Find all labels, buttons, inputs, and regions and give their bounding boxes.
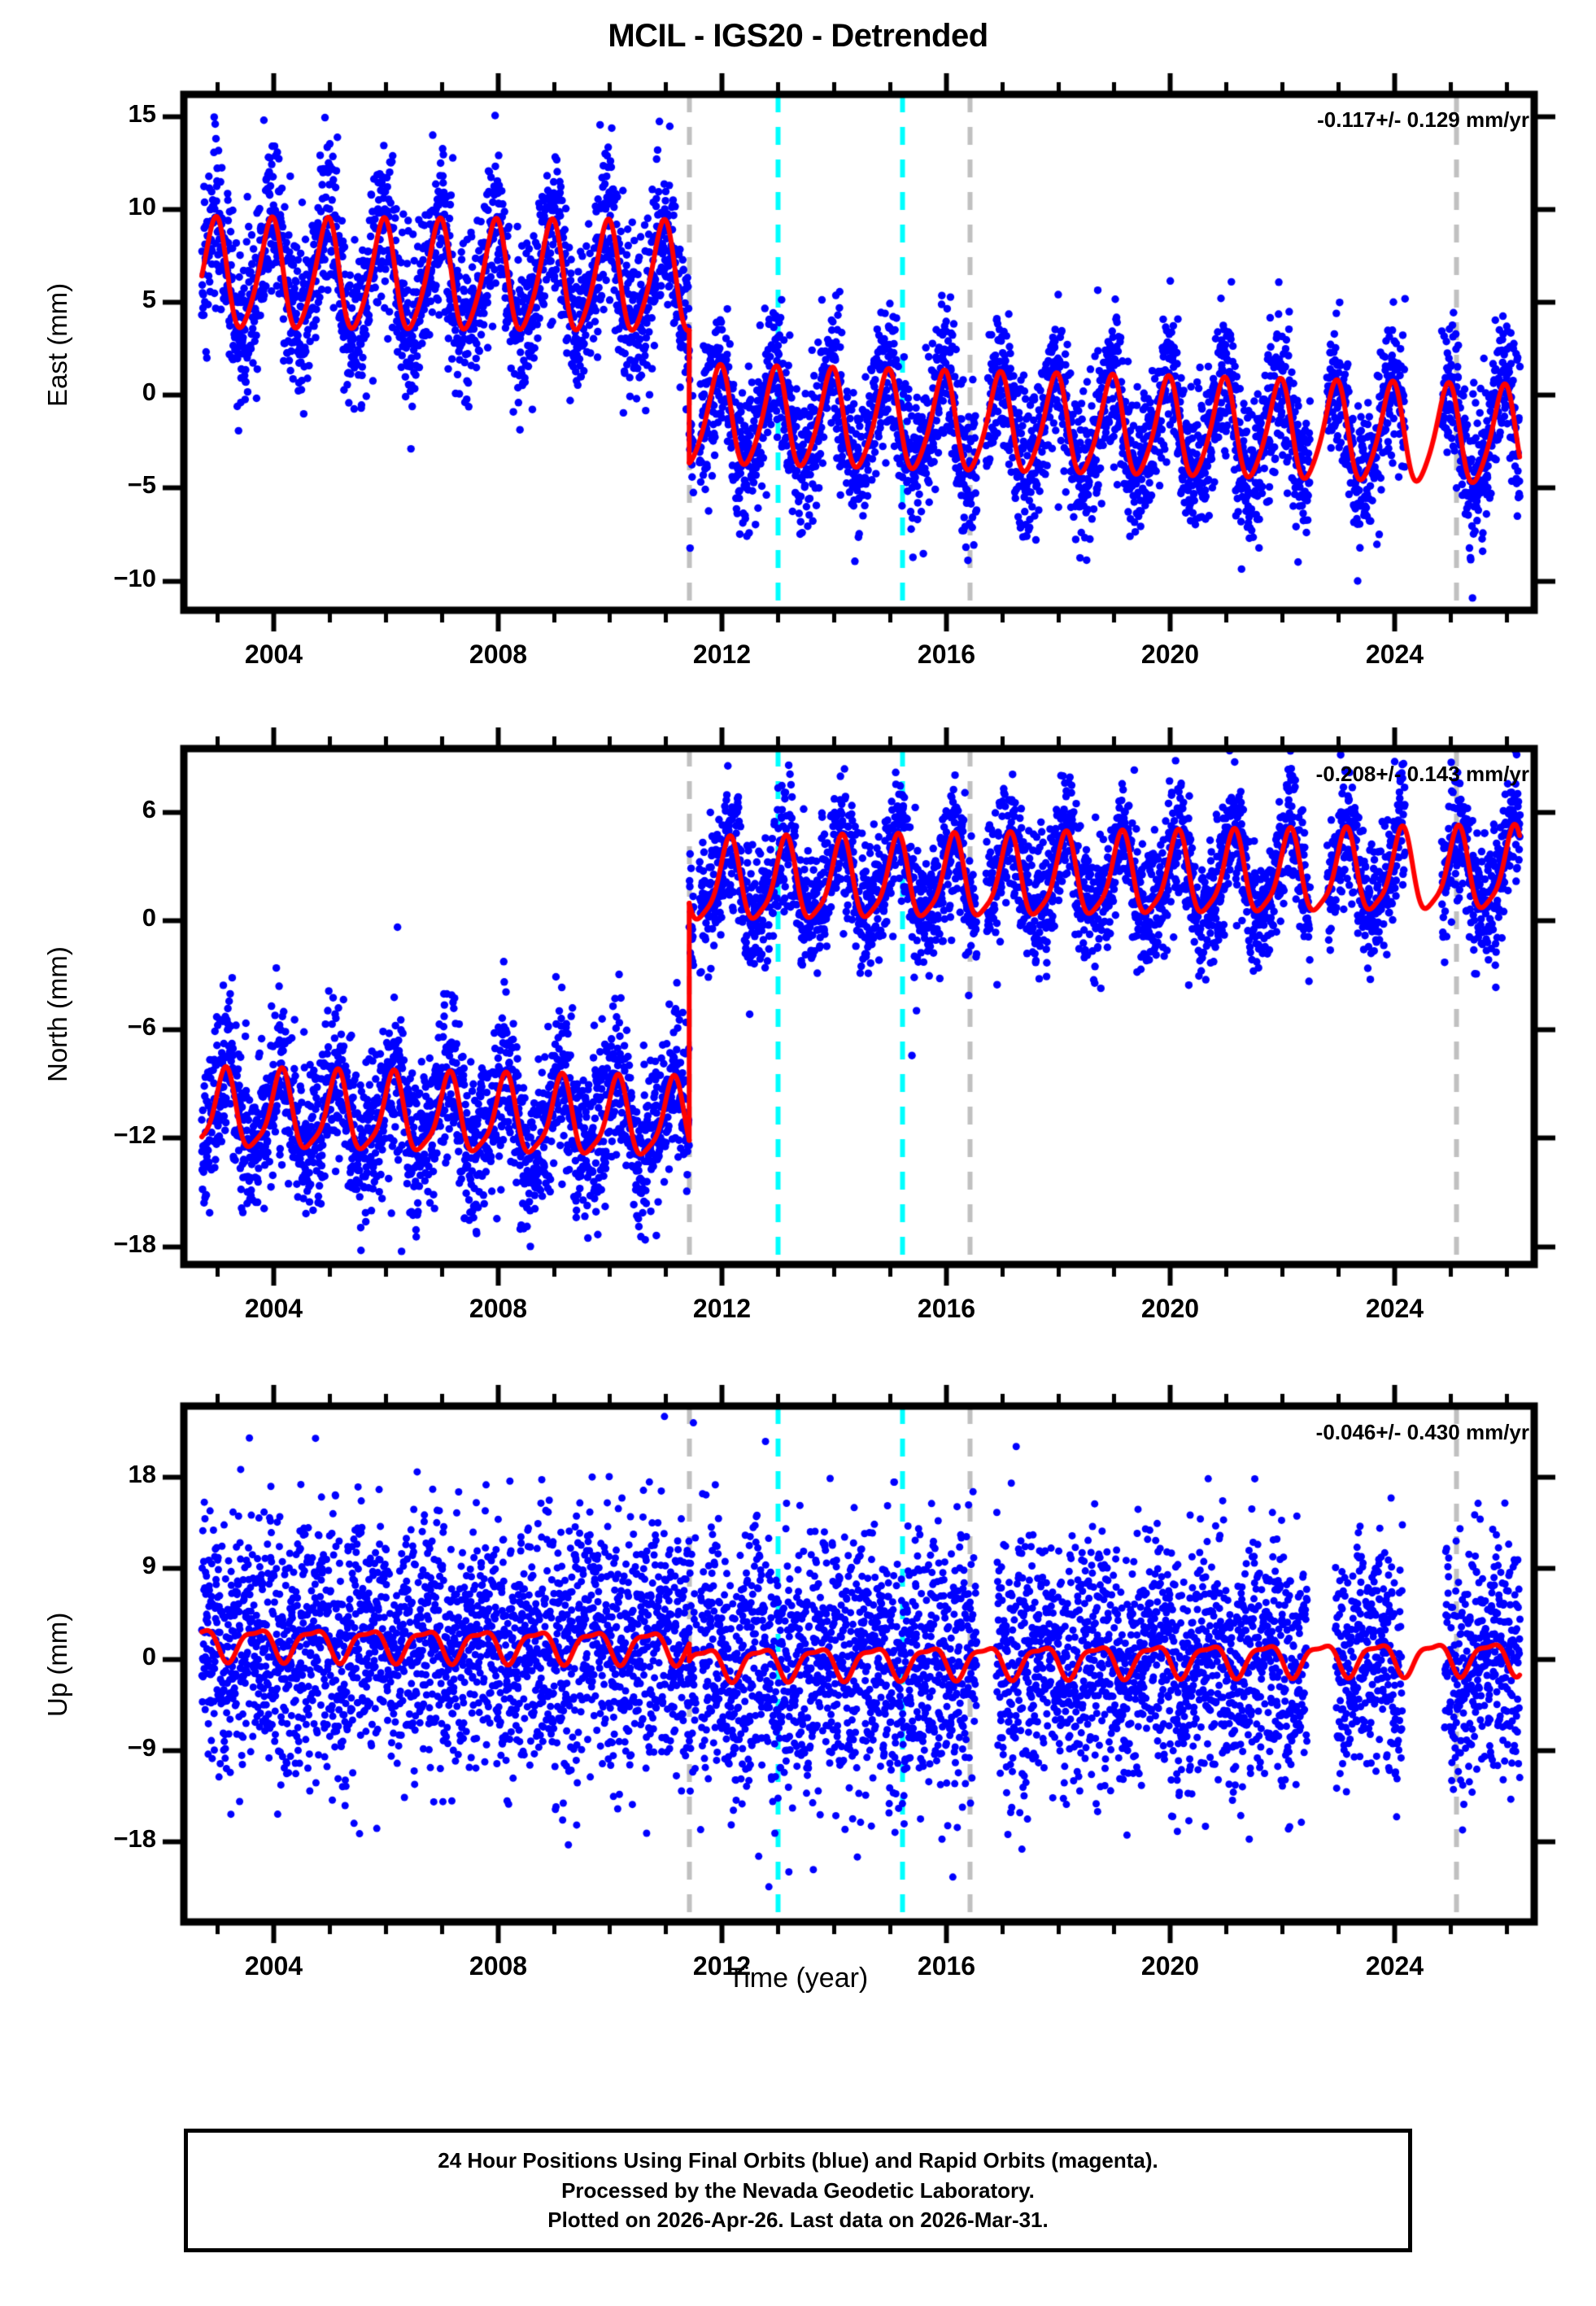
y-tick-label-east-0: −10	[113, 563, 156, 592]
x-tick-label-2004: 2004	[244, 1294, 303, 1323]
x-tick-label-2020: 2020	[1140, 1294, 1200, 1323]
footer-note-box: 24 Hour Positions Using Final Orbits (bl…	[184, 2129, 1412, 2252]
y-tick-label-north-4: 6	[142, 794, 156, 823]
x-tick-label-2016: 2016	[917, 1951, 976, 1981]
up-rate-label: -0.046+/- 0.430 mm/yr	[1315, 1420, 1529, 1444]
x-tick-label-2008: 2008	[469, 1294, 528, 1323]
y-tick-label-east-3: 5	[142, 284, 156, 313]
x-tick-label-2004: 2004	[244, 1951, 303, 1981]
y-tick-label-north-0: −18	[113, 1229, 156, 1258]
x-tick-label-2024: 2024	[1365, 1294, 1424, 1323]
east-rate-label: -0.117+/- 0.129 mm/yr	[1317, 107, 1529, 132]
x-tick-label-2020: 2020	[1140, 1951, 1200, 1981]
x-tick-label-2012: 2012	[692, 1294, 752, 1323]
x-tick-label-2008: 2008	[469, 1951, 528, 1981]
x-tick-label-2008: 2008	[469, 640, 528, 669]
y-tick-label-east-5: 15	[128, 98, 156, 128]
y-tick-label-up-1: −9	[127, 1732, 156, 1762]
y-tick-label-east-4: 10	[128, 191, 156, 221]
y-tick-label-north-1: −12	[113, 1120, 156, 1149]
y-tick-label-up-3: 9	[142, 1550, 156, 1579]
footer-line-3: Plotted on 2026-Apr-26. Last data on 202…	[547, 2208, 1049, 2233]
page-title: MCIL - IGS20 - Detrended	[608, 18, 988, 54]
y-tick-label-up-2: 0	[142, 1641, 156, 1671]
north-rate-label: -0.208+/- 0.143 mm/yr	[1315, 762, 1529, 786]
x-tick-label-2004: 2004	[244, 640, 303, 669]
x-tick-label-2020: 2020	[1140, 640, 1200, 669]
footer-line-1: 24 Hour Positions Using Final Orbits (bl…	[438, 2147, 1158, 2173]
x-tick-label-2016: 2016	[917, 640, 976, 669]
y-tick-label-north-2: −6	[127, 1011, 156, 1041]
y-tick-label-east-1: −5	[127, 469, 156, 499]
y-tick-label-east-2: 0	[142, 377, 156, 406]
x-tick-label-2024: 2024	[1365, 1951, 1424, 1981]
y-tick-label-up-0: −18	[113, 1823, 156, 1853]
x-tick-label-2012: 2012	[692, 1951, 752, 1981]
x-tick-label-2012: 2012	[692, 640, 752, 669]
footer-line-2: Processed by the Nevada Geodetic Laborat…	[561, 2177, 1035, 2203]
x-axis-label: Time (year)	[727, 1963, 869, 1994]
y-tick-label-north-3: 0	[142, 902, 156, 932]
x-tick-label-2024: 2024	[1365, 640, 1424, 669]
y-tick-label-up-4: 18	[128, 1459, 156, 1488]
x-tick-label-2016: 2016	[917, 1294, 976, 1323]
